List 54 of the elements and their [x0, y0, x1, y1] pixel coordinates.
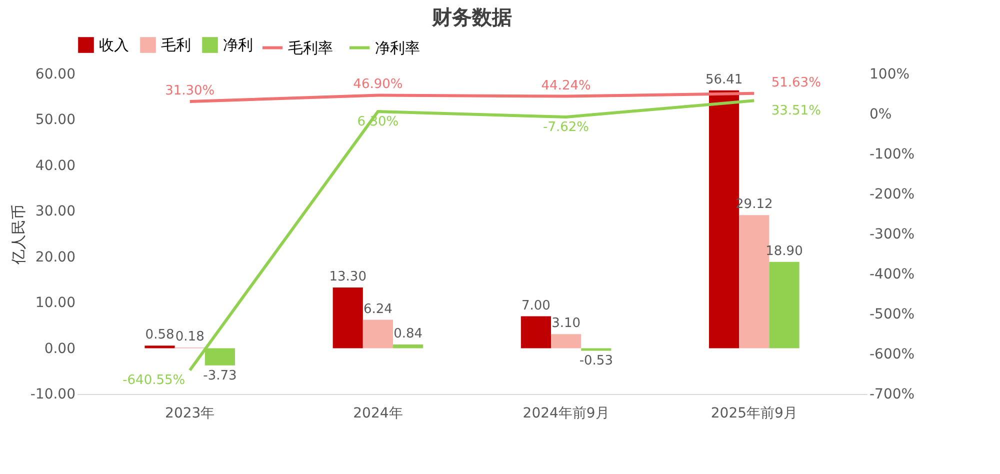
data-label: 0.84	[394, 326, 423, 342]
y2-tick-label: -100%	[870, 146, 915, 162]
x-tick-label: 2025年前9月	[710, 406, 798, 422]
legend-label: 净利率	[375, 38, 420, 57]
x-tick-label: 2023年	[165, 406, 215, 422]
y-tick-label: 30.00	[35, 204, 76, 220]
data-label: 0.58	[145, 328, 174, 343]
bar	[551, 334, 582, 348]
y2-tick-label: -700%	[870, 386, 915, 402]
y2-tick-label: -200%	[870, 186, 915, 202]
y-tick-label: -10.00	[30, 386, 76, 402]
bar	[362, 320, 393, 348]
y2-tick-label: -400%	[870, 266, 915, 282]
bar	[769, 262, 800, 348]
data-label: 31.30%	[165, 83, 215, 98]
x-tick-label: 2024年前9月	[522, 406, 610, 422]
legend-label: 净利	[223, 36, 253, 54]
data-label: -7.62%	[543, 120, 590, 136]
data-label: -640.55%	[122, 373, 186, 388]
y-tick-label: 40.00	[35, 158, 76, 174]
data-label: 7.00	[521, 298, 550, 314]
bar	[204, 348, 235, 366]
data-label: 13.30	[329, 269, 366, 284]
data-label: 3.10	[552, 316, 581, 332]
data-label: 46.90%	[353, 77, 403, 92]
y-tick-label: 60.00	[35, 66, 76, 82]
y2-tick-label: 0%	[870, 106, 892, 122]
y-tick-label: 0.00	[44, 340, 76, 357]
data-label: 56.41	[705, 72, 743, 88]
legend-label: 毛利	[161, 36, 191, 54]
data-label: -0.53	[579, 354, 613, 369]
x-tick-label: 2024年	[353, 406, 403, 422]
y-tick-label: 20.00	[35, 249, 76, 266]
data-label: 44.24%	[541, 78, 591, 94]
data-label: 6.24	[363, 302, 392, 317]
bar	[520, 316, 551, 348]
data-label: 33.51%	[771, 104, 821, 119]
legend-label: 毛利率	[288, 38, 333, 57]
bar	[332, 287, 363, 348]
y2-tick-label: -500%	[870, 306, 915, 322]
legend-label: 收入	[99, 36, 129, 54]
y2-tick-label: -300%	[870, 226, 915, 242]
bar	[144, 346, 175, 348]
bar	[393, 344, 424, 348]
y2-tick-label: -600%	[870, 346, 915, 362]
y-axis-title: 亿人民币	[9, 204, 28, 266]
y-tick-label: 50.00	[35, 112, 76, 128]
data-label: 0.18	[175, 329, 204, 344]
data-label: -3.73	[203, 368, 237, 384]
y2-tick-label: 100%	[870, 66, 910, 82]
y-tick-label: 10.00	[35, 295, 76, 312]
data-label: 18.90	[766, 244, 803, 259]
data-label: 51.63%	[771, 75, 821, 90]
chart-title: 财务数据	[431, 5, 512, 29]
